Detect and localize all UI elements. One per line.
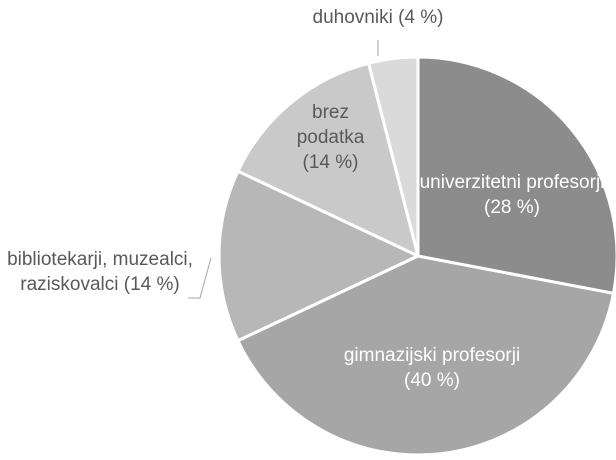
slice-label: brez podatka (14 %) [283,100,378,175]
pie-slice [235,254,616,457]
value-label: (28 %) [484,197,540,218]
category-name: univerzitetni profesorji [419,172,605,193]
pie-slice [235,61,421,259]
pie-slice [217,169,422,343]
pie-slice [416,55,616,296]
value-label: (4 %) [398,7,444,28]
value-label: (14 %) [302,152,359,173]
slice-label: gimnazijski profesorji (40 %) [337,343,527,393]
category-name: duhovniki [312,7,393,28]
category-name: gimnazijski profesorji [343,345,521,366]
slice-label: bibliotekarji, muzealci, raziskovalci (1… [5,247,195,297]
value-label: (40 %) [404,370,460,391]
value-label: (14 %) [123,274,180,295]
category-name: bibliotekarji, muzealci, raziskovalci [7,249,193,295]
leader-line [188,257,212,299]
slice-label: univerzitetni profesorji (28 %) [417,170,607,220]
slice-label: duhovniki (4 %) [278,5,478,30]
category-name: brez podatka [296,102,365,148]
